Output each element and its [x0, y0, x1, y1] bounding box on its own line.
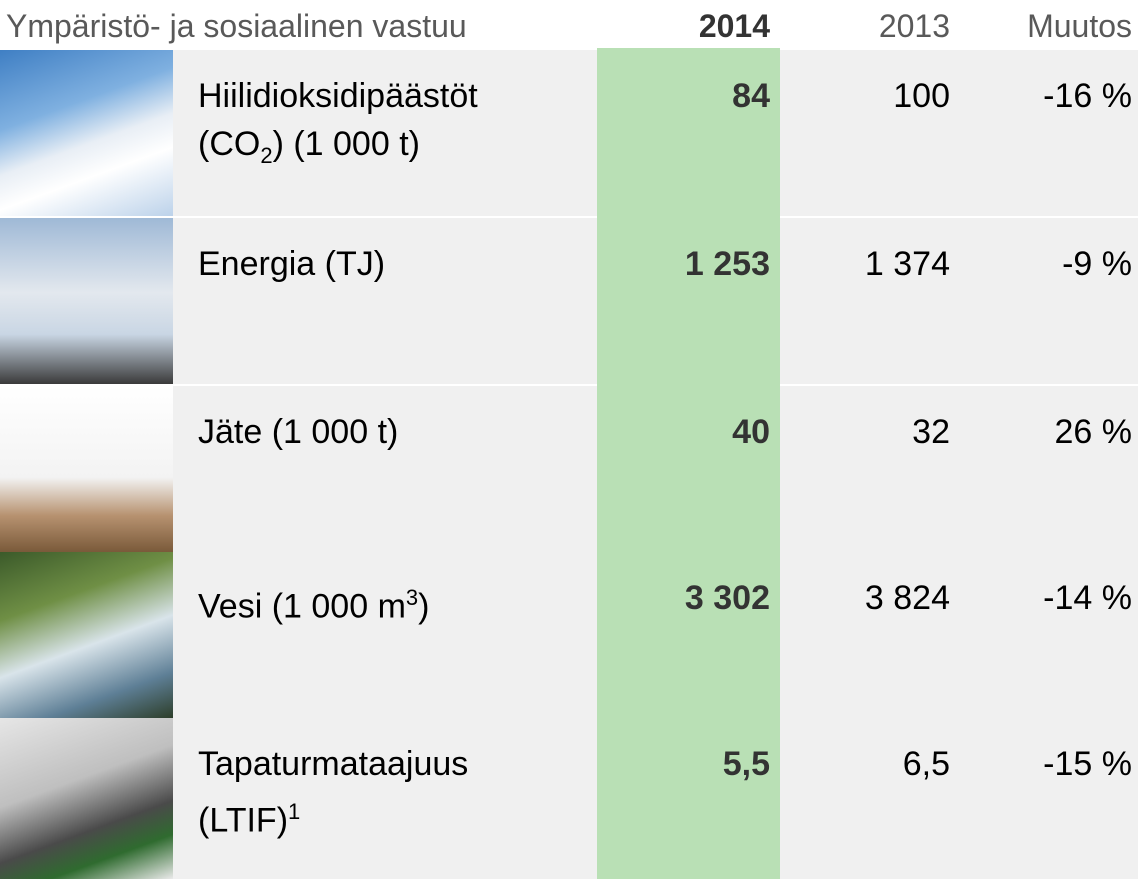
table-title: Ympäristö- ja sosiaalinen vastuu — [6, 0, 467, 48]
label-superscript: 3 — [406, 585, 418, 610]
row-image — [0, 50, 173, 216]
table-row: Energia (TJ) 1 374-9 % — [0, 218, 1138, 384]
row-label: Vesi (1 000 m3) — [198, 574, 558, 630]
row-label: Hiilidioksidipäästöt (CO2) (1 000 t) — [198, 72, 558, 180]
column-header: 2013 — [780, 0, 950, 48]
value-2014: 3 302 — [597, 574, 770, 622]
row-image — [0, 718, 173, 879]
value-2013: 32 — [780, 408, 950, 456]
column-header: Muutos — [960, 0, 1132, 48]
value-change: -15 % — [960, 740, 1132, 788]
row-image — [0, 386, 173, 552]
label-superscript: 1 — [288, 799, 300, 824]
label-text: Energia (TJ) — [198, 245, 385, 283]
value-2013: 6,5 — [780, 740, 950, 788]
table-row: Vesi (1 000 m3) 3 824-14 % — [0, 552, 1138, 718]
value-2013: 3 824 — [780, 574, 950, 622]
label-text: Jäte (1 000 t) — [198, 413, 398, 451]
value-change: -14 % — [960, 574, 1132, 622]
row-label: Tapaturmataajuus (LTIF)1 — [198, 740, 558, 844]
value-change: -16 % — [960, 72, 1132, 120]
row-label: Energia (TJ) — [198, 240, 558, 288]
label-text: Tapaturmataajuus (LTIF) — [198, 745, 468, 839]
page: Ympäristö- ja sosiaalinen vastuu 2014 20… — [0, 0, 1138, 879]
value-2013: 1 374 — [780, 240, 950, 288]
value-change: -9 % — [960, 240, 1132, 288]
table-row: Hiilidioksidipäästöt (CO2) (1 000 t) 100-… — [0, 50, 1138, 216]
label-text: ) (1 000 t) — [273, 125, 420, 163]
value-2014: 40 — [597, 408, 770, 456]
value-2014: 84 — [597, 72, 770, 120]
column-header: 2014 — [597, 0, 770, 48]
label-text: Vesi (1 000 m — [198, 587, 406, 625]
row-image — [0, 218, 173, 384]
value-change: 26 % — [960, 408, 1132, 456]
row-image — [0, 552, 173, 718]
value-2014: 1 253 — [597, 240, 770, 288]
value-2014: 5,5 — [597, 740, 770, 788]
row-label: Jäte (1 000 t) — [198, 408, 558, 456]
value-2013: 100 — [780, 72, 950, 120]
table-row: Tapaturmataajuus (LTIF)1 6,5-15 % — [0, 718, 1138, 879]
label-text: ) — [418, 587, 429, 625]
label-subscript: 2 — [260, 143, 272, 168]
